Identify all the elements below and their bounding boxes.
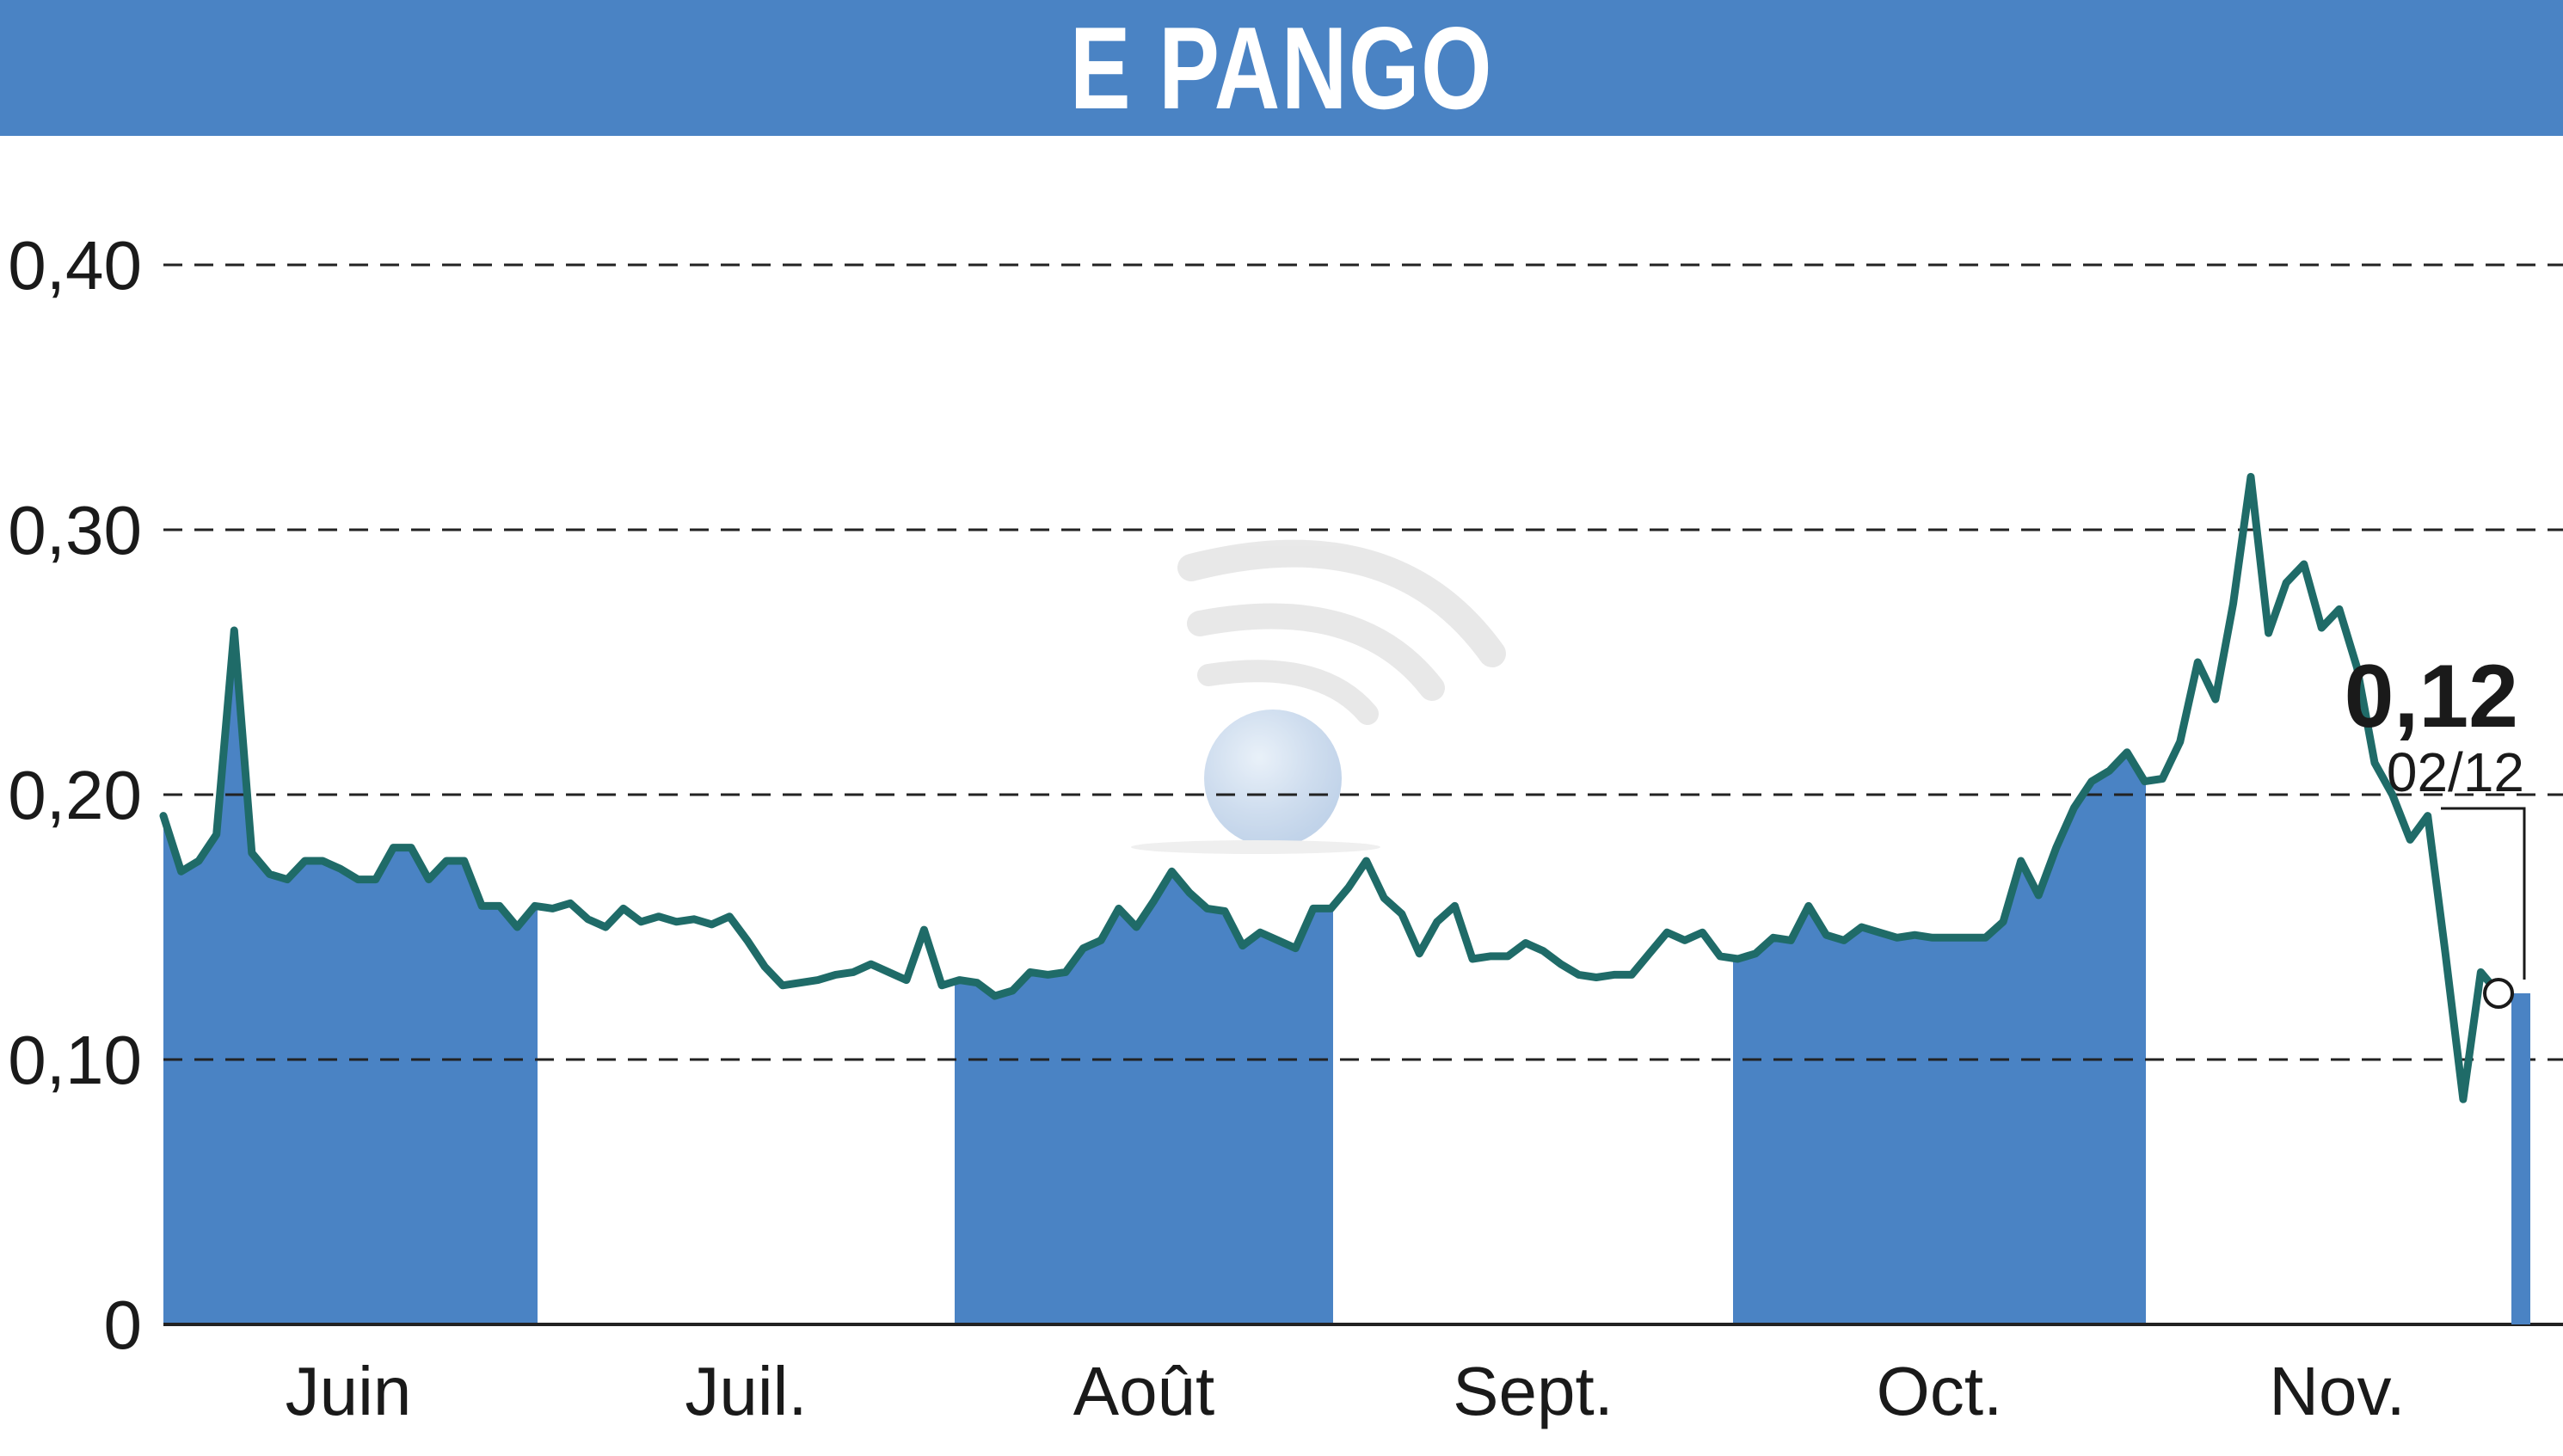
- annotation-bracket: [2441, 807, 2526, 980]
- y-axis: 0,40 0,30 0,20 0,10 0: [8, 227, 142, 1363]
- x-axis: Juin Juil. Août Sept. Oct. Nov.: [286, 1353, 2406, 1429]
- x-tick-label-1: Juil.: [685, 1353, 807, 1429]
- title-bar: [0, 0, 2563, 136]
- last-date-label: 02/12: [2387, 741, 2524, 803]
- month-band-4: [1733, 476, 2146, 1324]
- last-value-label: 0,12: [2345, 647, 2518, 746]
- y-tick-label-4: 0: [104, 1287, 143, 1363]
- x-tick-label-2: Août: [1073, 1353, 1215, 1429]
- x-tick-label-4: Oct.: [1877, 1353, 2003, 1429]
- x-tick-label-3: Sept.: [1453, 1353, 1613, 1429]
- price-line: [159, 472, 2503, 1103]
- x-tick-label-0: Juin: [286, 1353, 412, 1429]
- watermark-logo: [1131, 539, 1506, 854]
- y-tick-label-0: 0,40: [8, 227, 142, 304]
- month-band-0: [163, 476, 538, 1324]
- last-bar: [2511, 993, 2530, 1324]
- chart-title: E PANGO: [1069, 3, 1494, 133]
- y-tick-label-3: 0,10: [8, 1022, 142, 1098]
- x-tick-label-5: Nov.: [2269, 1353, 2406, 1429]
- last-point-marker: [2483, 978, 2514, 1009]
- series: [159, 472, 2530, 1324]
- y-tick-label-2: 0,20: [8, 757, 142, 833]
- y-tick-label-1: 0,30: [8, 492, 142, 568]
- month-bands: [163, 476, 2146, 1324]
- grid-lines: [163, 263, 2563, 1326]
